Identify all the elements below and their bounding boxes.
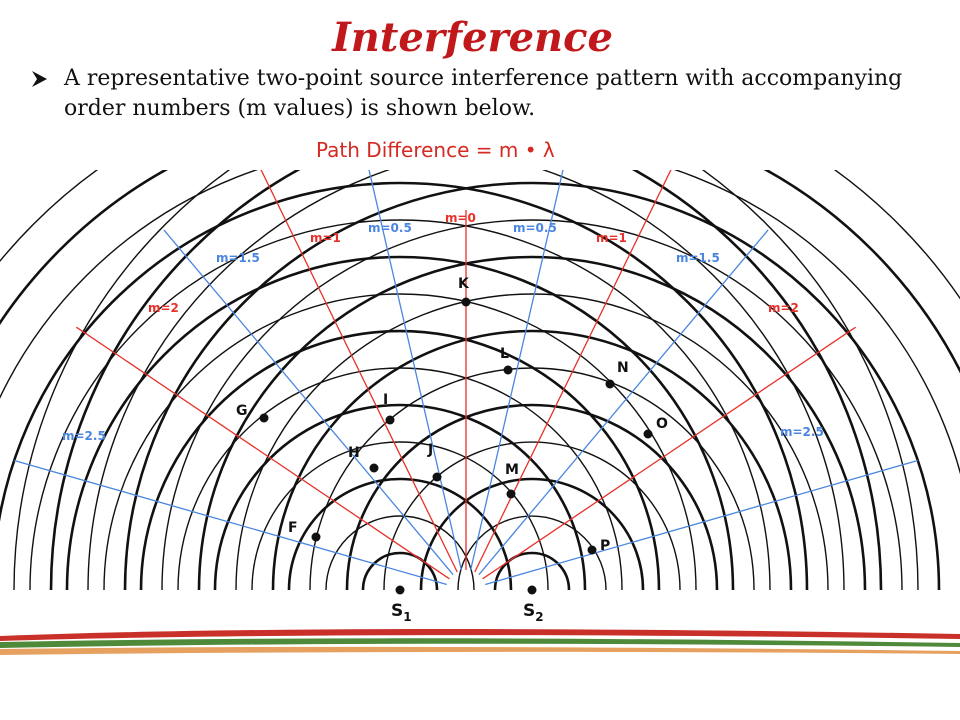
order-label: m=0: [445, 211, 476, 225]
wavefront-arc: [0, 170, 845, 591]
point-marker: [311, 532, 321, 542]
point-marker: [259, 413, 269, 423]
order-label: m=2: [148, 301, 179, 315]
point-label: J: [427, 442, 433, 458]
order-label: m=1: [310, 231, 341, 245]
point-marker: [369, 463, 379, 473]
wavefront-arc: [87, 170, 960, 591]
point-label: M: [505, 462, 519, 478]
point-marker: [587, 545, 597, 555]
order-label: m=2.5: [62, 429, 106, 443]
order-line: [75, 326, 450, 580]
order-label: m=0.5: [368, 221, 412, 235]
wavefront-arc: [361, 551, 439, 591]
wavefront-arcs: [0, 170, 960, 640]
point-label: P: [600, 538, 610, 554]
order-line: [469, 170, 564, 571]
order-label: m=2.5: [780, 425, 824, 439]
order-label: m=2: [768, 301, 799, 315]
wavefront-arc: [103, 293, 697, 591]
source-marker: [395, 585, 405, 595]
order-line: [260, 170, 458, 573]
point-label: O: [656, 416, 668, 432]
point-marker: [643, 429, 653, 439]
order-line: [485, 459, 918, 586]
wavefront-arc: [65, 255, 735, 591]
order-label: m=1: [596, 231, 627, 245]
wavefront-arc: [13, 170, 960, 591]
point-marker: [385, 415, 395, 425]
point-label: L: [500, 346, 509, 362]
wavefront-arc: [383, 441, 681, 591]
order-line: [368, 170, 463, 571]
labeled-points: K L M N O P G I H J F: [236, 276, 668, 555]
order-labels: m=0 m=0.5 m=0.5 m=1 m=1 m=1.5 m=1.5 m=2 m=2 m=2.5…: [62, 211, 824, 443]
wavefront-arc: [493, 551, 571, 591]
bullet-item: A representative two-point source interf…: [30, 64, 930, 128]
order-label: m=1.5: [216, 251, 260, 265]
point-label: N: [617, 360, 629, 376]
path-difference-formula: Path Difference = m • λ: [316, 138, 555, 162]
order-line: [474, 170, 672, 573]
point-marker: [503, 365, 513, 375]
arrow-bullet-icon: [32, 71, 47, 87]
order-label: m=0.5: [513, 221, 557, 235]
decorative-footer-stripes: [0, 629, 960, 655]
order-line: [163, 229, 454, 576]
wavefront-arc: [419, 477, 645, 591]
wavefront-arc: [123, 181, 941, 591]
wavefront-arc: [251, 441, 549, 591]
bullet-text: A representative two-point source interf…: [64, 66, 903, 121]
order-line: [478, 229, 769, 576]
interference-pattern-diagram: m=0 m=0.5 m=0.5 m=1 m=1 m=1.5 m=1.5 m=2 m=2 m=2.5…: [0, 170, 960, 640]
wavefront-arc: [139, 329, 661, 591]
point-marker: [506, 489, 516, 499]
wavefront-arc: [235, 293, 829, 591]
point-label: K: [458, 276, 470, 292]
wavefront-arc: [197, 255, 867, 591]
page-title: Interference: [332, 14, 613, 61]
wavefront-arc: [0, 181, 809, 591]
point-label: G: [236, 403, 248, 419]
order-line: [482, 326, 857, 580]
order-line: [14, 459, 447, 586]
point-marker: [461, 297, 471, 307]
point-label: I: [383, 392, 388, 408]
point-label: H: [348, 445, 360, 461]
wavefront-arc: [345, 403, 719, 591]
order-label: m=1.5: [676, 251, 720, 265]
order-lines: [14, 170, 918, 586]
point-label: F: [288, 520, 298, 536]
wavefront-arc: [213, 403, 587, 591]
source-marker: [527, 585, 537, 595]
point-marker: [432, 472, 442, 482]
wavefront-arc: [309, 367, 755, 591]
wavefront-arc: [271, 329, 793, 591]
wavefront-arc: [287, 477, 513, 591]
wavefront-arc: [49, 170, 960, 591]
point-marker: [605, 379, 615, 389]
